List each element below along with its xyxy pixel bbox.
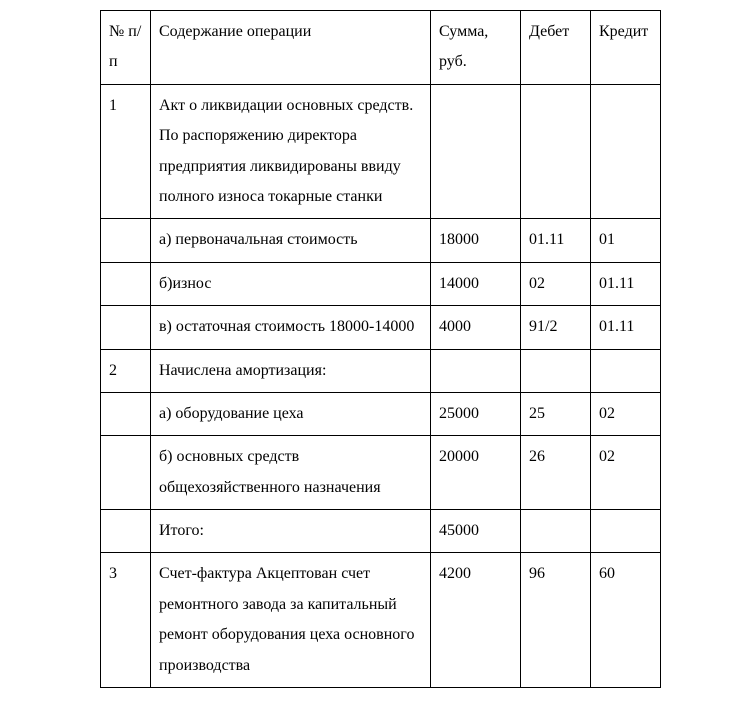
table-row: б)износ 14000 02 01.11 bbox=[101, 262, 661, 305]
col-header-num: № п/п bbox=[101, 11, 151, 85]
cell-desc: а) оборудование цеха bbox=[151, 392, 431, 435]
cell-sum: 20000 bbox=[431, 436, 521, 510]
table-row: а) оборудование цеха 25000 25 02 bbox=[101, 392, 661, 435]
cell-num bbox=[101, 219, 151, 262]
cell-sum: 4200 bbox=[431, 553, 521, 688]
cell-desc: Акт о ликвидации основных средств. По ра… bbox=[151, 84, 431, 219]
col-header-sum: Сумма, руб. bbox=[431, 11, 521, 85]
col-header-desc: Содержание операции bbox=[151, 11, 431, 85]
cell-desc: Итого: bbox=[151, 510, 431, 553]
cell-num: 2 bbox=[101, 349, 151, 392]
cell-credit bbox=[591, 349, 661, 392]
cell-debit bbox=[521, 84, 591, 219]
cell-num bbox=[101, 392, 151, 435]
cell-debit: 96 bbox=[521, 553, 591, 688]
cell-sum: 45000 bbox=[431, 510, 521, 553]
cell-sum: 4000 bbox=[431, 306, 521, 349]
cell-num bbox=[101, 510, 151, 553]
table-body: 1 Акт о ликвидации основных средств. По … bbox=[101, 84, 661, 687]
col-header-credit: Кредит bbox=[591, 11, 661, 85]
table-row: б) основных средств общехозяйственного н… bbox=[101, 436, 661, 510]
cell-credit bbox=[591, 510, 661, 553]
cell-sum: 14000 bbox=[431, 262, 521, 305]
cell-desc: в) остаточная стоимость 18000-14000 bbox=[151, 306, 431, 349]
cell-desc: б)износ bbox=[151, 262, 431, 305]
cell-desc: а) первоначальная стоимость bbox=[151, 219, 431, 262]
cell-debit: 02 bbox=[521, 262, 591, 305]
cell-num: 3 bbox=[101, 553, 151, 688]
cell-credit: 02 bbox=[591, 392, 661, 435]
cell-credit: 01.11 bbox=[591, 306, 661, 349]
cell-credit: 01.11 bbox=[591, 262, 661, 305]
table-header-row: № п/п Содержание операции Сумма, руб. Де… bbox=[101, 11, 661, 85]
col-header-debit: Дебет bbox=[521, 11, 591, 85]
cell-sum: 25000 bbox=[431, 392, 521, 435]
cell-debit: 01.11 bbox=[521, 219, 591, 262]
cell-debit bbox=[521, 510, 591, 553]
cell-credit: 01 bbox=[591, 219, 661, 262]
table-row: 1 Акт о ликвидации основных средств. По … bbox=[101, 84, 661, 219]
cell-sum: 18000 bbox=[431, 219, 521, 262]
cell-num: 1 bbox=[101, 84, 151, 219]
cell-debit: 91/2 bbox=[521, 306, 591, 349]
cell-debit: 26 bbox=[521, 436, 591, 510]
accounting-table: № п/п Содержание операции Сумма, руб. Де… bbox=[100, 10, 661, 688]
cell-debit bbox=[521, 349, 591, 392]
cell-num bbox=[101, 306, 151, 349]
page: № п/п Содержание операции Сумма, руб. Де… bbox=[0, 0, 750, 708]
cell-num bbox=[101, 436, 151, 510]
cell-credit: 60 bbox=[591, 553, 661, 688]
table-row: 2 Начислена амортизация: bbox=[101, 349, 661, 392]
cell-num bbox=[101, 262, 151, 305]
cell-sum bbox=[431, 84, 521, 219]
table-row: а) первоначальная стоимость 18000 01.11 … bbox=[101, 219, 661, 262]
cell-desc: Счет-фактура Акцептован счет ремонтного … bbox=[151, 553, 431, 688]
cell-debit: 25 bbox=[521, 392, 591, 435]
table-row: 3 Счет-фактура Акцептован счет ремонтног… bbox=[101, 553, 661, 688]
table-row: в) остаточная стоимость 18000-14000 4000… bbox=[101, 306, 661, 349]
cell-credit: 02 bbox=[591, 436, 661, 510]
cell-desc: Начислена амортизация: bbox=[151, 349, 431, 392]
cell-credit bbox=[591, 84, 661, 219]
table-row: Итого: 45000 bbox=[101, 510, 661, 553]
cell-sum bbox=[431, 349, 521, 392]
cell-desc: б) основных средств общехозяйственного н… bbox=[151, 436, 431, 510]
